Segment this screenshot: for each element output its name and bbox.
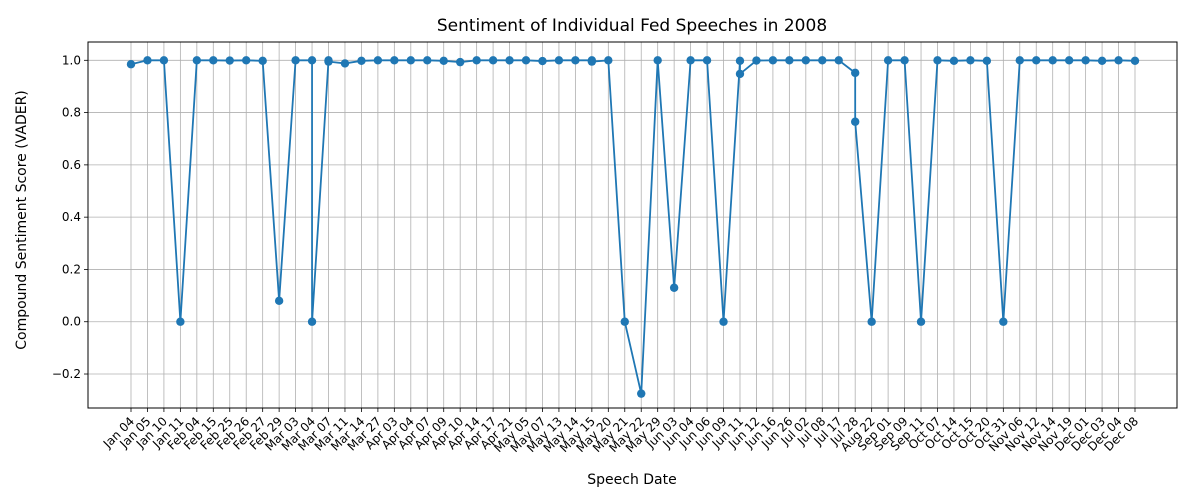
data-point bbox=[126, 60, 136, 69]
y-tick-label: 0.0 bbox=[62, 315, 81, 329]
data-point bbox=[1130, 56, 1140, 66]
data-point bbox=[686, 56, 695, 65]
x-axis-label: Speech Date bbox=[587, 472, 676, 488]
series-line bbox=[130, 59, 1136, 394]
data-point bbox=[274, 296, 284, 306]
data-point bbox=[554, 56, 564, 65]
data-point bbox=[242, 56, 251, 65]
data-point bbox=[702, 56, 712, 65]
data-point bbox=[176, 317, 185, 326]
data-point bbox=[439, 56, 448, 66]
data-point bbox=[933, 56, 942, 65]
data-point bbox=[735, 69, 745, 79]
data-point bbox=[982, 56, 992, 66]
data-point bbox=[850, 117, 860, 126]
data-point bbox=[719, 317, 728, 326]
data-point bbox=[637, 389, 646, 398]
data-point bbox=[357, 56, 366, 66]
data-point bbox=[850, 68, 860, 78]
data-point bbox=[1081, 56, 1090, 65]
data-point bbox=[900, 56, 909, 65]
data-point bbox=[801, 56, 811, 65]
y-axis-label: Compound Sentiment Score (VADER) bbox=[14, 90, 30, 350]
data-point bbox=[587, 57, 597, 66]
data-point bbox=[488, 56, 498, 65]
data-point bbox=[538, 56, 547, 66]
data-point bbox=[472, 56, 481, 65]
plot-frame bbox=[87, 41, 1178, 409]
data-point bbox=[571, 56, 580, 65]
y-tick-label: 0.8 bbox=[62, 106, 81, 120]
data-point bbox=[192, 56, 202, 65]
data-point bbox=[159, 56, 169, 65]
data-point bbox=[324, 57, 333, 66]
data-point bbox=[291, 56, 300, 65]
y-tick-label: −0.2 bbox=[52, 367, 81, 381]
data-point bbox=[1064, 56, 1074, 65]
data-point bbox=[949, 56, 959, 66]
data-point bbox=[735, 56, 745, 66]
data-point bbox=[999, 317, 1008, 326]
y-axis-ticks: −0.2 0.0 0.2 0.4 0.6 0.8 1.0 bbox=[52, 53, 88, 381]
y-tick-label: 0.4 bbox=[62, 210, 81, 224]
data-point bbox=[258, 56, 267, 66]
data-point bbox=[209, 56, 218, 65]
data-point bbox=[1097, 56, 1107, 66]
data-point bbox=[768, 56, 778, 65]
y-tick-label: 1.0 bbox=[62, 53, 81, 67]
data-point bbox=[818, 56, 827, 65]
data-point bbox=[653, 56, 662, 65]
series-sentiment bbox=[126, 56, 1140, 398]
y-tick-label: 0.6 bbox=[62, 158, 81, 172]
data-point bbox=[916, 317, 926, 326]
data-point bbox=[604, 56, 613, 65]
data-point bbox=[1114, 56, 1123, 65]
data-point bbox=[1048, 56, 1057, 65]
data-point bbox=[1015, 56, 1024, 65]
data-point bbox=[143, 56, 152, 65]
data-point bbox=[390, 56, 399, 65]
data-point bbox=[620, 317, 629, 326]
data-point bbox=[225, 56, 234, 65]
data-point bbox=[307, 56, 317, 65]
data-point bbox=[867, 317, 876, 326]
data-point bbox=[752, 56, 761, 65]
data-point bbox=[406, 56, 416, 65]
data-point bbox=[883, 56, 893, 65]
data-point bbox=[340, 59, 350, 68]
data-point bbox=[423, 56, 432, 65]
y-tick-label: 0.2 bbox=[62, 262, 81, 276]
data-point bbox=[455, 57, 465, 67]
data-point bbox=[521, 56, 531, 65]
data-point bbox=[505, 56, 514, 65]
data-point bbox=[373, 56, 383, 65]
data-point bbox=[785, 56, 794, 65]
data-point bbox=[669, 283, 679, 292]
chart-title: Sentiment of Individual Fed Speeches in … bbox=[437, 16, 827, 36]
data-point bbox=[834, 56, 843, 65]
data-point bbox=[1032, 56, 1041, 65]
data-point bbox=[966, 56, 975, 65]
data-point bbox=[307, 317, 317, 326]
